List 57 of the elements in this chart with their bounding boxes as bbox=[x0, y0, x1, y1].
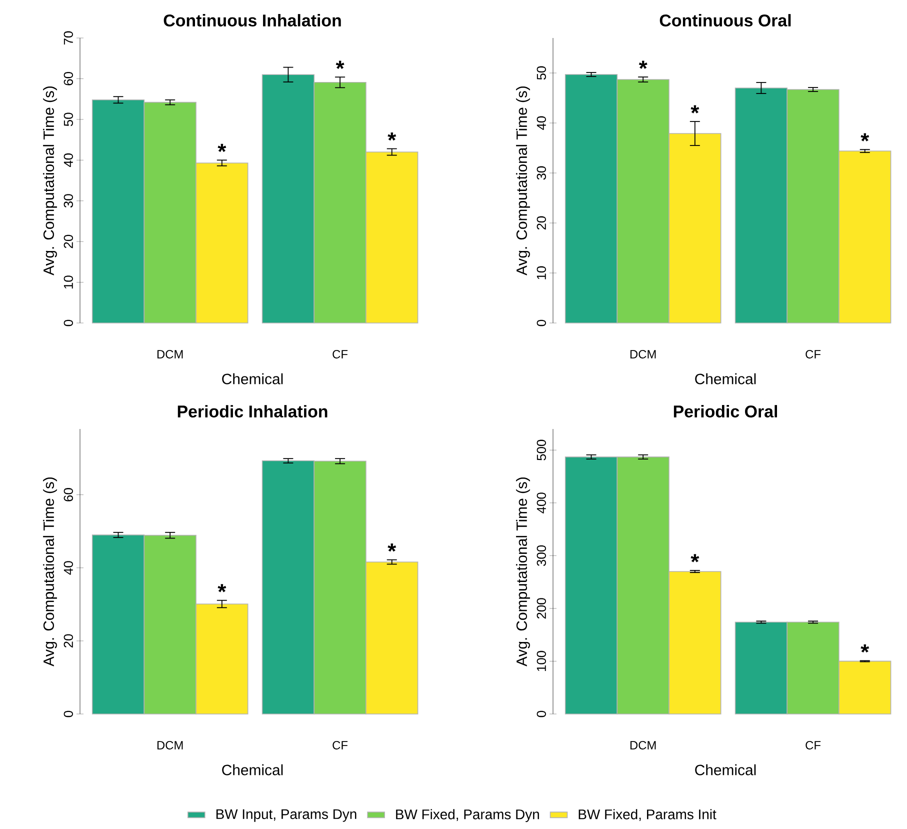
y-tick-label: 500 bbox=[536, 440, 546, 460]
y-tick-label: 20 bbox=[64, 634, 73, 648]
y-axis-title: Avg. Computational Time (s) bbox=[516, 477, 530, 666]
x-axis-title: Chemical bbox=[222, 373, 283, 384]
y-axis-title: Avg. Computational Time (s) bbox=[516, 86, 530, 276]
data-label: * bbox=[860, 644, 870, 653]
y-tick-label: 20 bbox=[536, 216, 546, 230]
legend-label: BW Fixed, Params Dyn bbox=[396, 809, 539, 822]
y-tick-label: 60 bbox=[64, 488, 73, 502]
data-label: * bbox=[388, 132, 396, 141]
data-label: * bbox=[218, 584, 226, 592]
y-tick-label: 40 bbox=[536, 116, 546, 130]
data-label: * bbox=[388, 544, 396, 552]
legend-label: BW Input, Params Dyn bbox=[216, 809, 356, 822]
x-tick-label: CF bbox=[332, 350, 348, 358]
data-label: * bbox=[336, 60, 344, 69]
chart-title: Periodic Oral bbox=[674, 405, 778, 418]
y-tick-label: 40 bbox=[64, 153, 73, 168]
y-tick-label: 40 bbox=[64, 561, 73, 575]
y-tick-label: 10 bbox=[64, 276, 73, 288]
y-tick-label: 50 bbox=[64, 112, 73, 126]
legend-label: BW Fixed, Params Init bbox=[578, 809, 716, 821]
y-axis-title: Avg. Computational Time (s) bbox=[43, 86, 57, 276]
data-label: * bbox=[690, 105, 700, 114]
x-tick-label: DCM bbox=[157, 741, 183, 750]
y-axis-title: Avg. Computational Time (s) bbox=[43, 478, 57, 666]
data-label: * bbox=[638, 60, 648, 69]
x-tick-label: CF bbox=[806, 350, 821, 358]
x-tick-label: CF bbox=[332, 741, 348, 750]
x-axis-title: Chemical bbox=[695, 764, 756, 776]
chart-title: Continuous Oral bbox=[660, 14, 791, 26]
y-tick-label: 20 bbox=[64, 234, 73, 248]
data-label: * bbox=[690, 554, 700, 562]
x-tick-label: CF bbox=[806, 741, 821, 750]
x-axis-title: Chemical bbox=[695, 373, 756, 384]
x-axis-title: Chemical bbox=[222, 764, 283, 776]
chart-title: Periodic Inhalation bbox=[178, 405, 328, 418]
chart-title: Continuous Inhalation bbox=[164, 14, 341, 26]
y-tick-label: 300 bbox=[536, 545, 546, 566]
y-tick-label: 0 bbox=[64, 710, 73, 718]
data-label: * bbox=[860, 133, 870, 142]
y-tick-label: 30 bbox=[64, 194, 73, 208]
y-tick-label: 50 bbox=[536, 66, 546, 80]
y-tick-label: 100 bbox=[536, 650, 546, 672]
y-tick-label: 70 bbox=[64, 31, 73, 45]
y-tick-label: 200 bbox=[536, 598, 546, 619]
x-tick-label: DCM bbox=[157, 350, 183, 358]
y-tick-label: 0 bbox=[536, 710, 546, 718]
x-tick-label: DCM bbox=[630, 741, 656, 750]
y-tick-label: 0 bbox=[64, 320, 73, 326]
y-tick-label: 0 bbox=[536, 320, 546, 326]
y-tick-label: 60 bbox=[64, 72, 73, 86]
data-label: * bbox=[218, 144, 226, 152]
y-tick-label: 10 bbox=[536, 266, 546, 280]
x-tick-label: DCM bbox=[630, 350, 656, 358]
y-tick-label: 30 bbox=[536, 166, 546, 180]
y-tick-label: 400 bbox=[536, 492, 546, 514]
